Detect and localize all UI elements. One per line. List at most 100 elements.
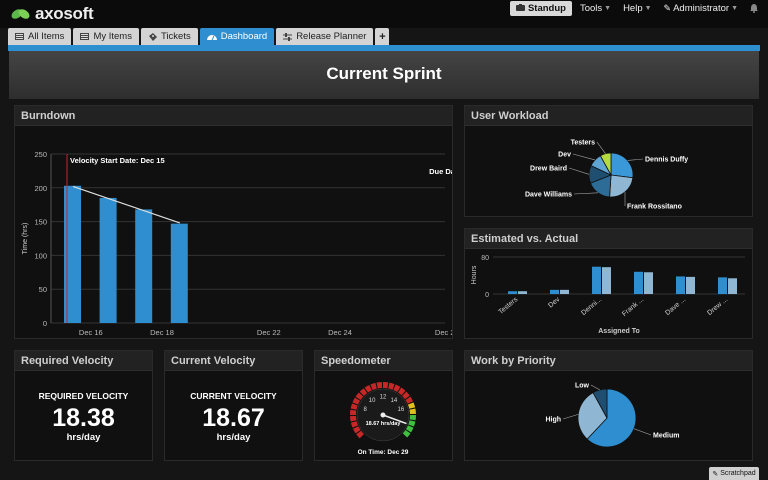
gauge-segment (359, 388, 368, 396)
chevron-down-icon: ▼ (604, 4, 612, 12)
panel-title: User Workload (465, 106, 752, 126)
user-menu[interactable]: ✎ Administrator ▼ (660, 1, 742, 16)
gauge-needle (382, 414, 407, 425)
gauge-hub (380, 412, 386, 418)
x-tick-label: Dec 22 (257, 328, 281, 337)
ticket-icon (148, 32, 157, 41)
gauge-segment (350, 421, 359, 428)
logo-text: axosoft (35, 4, 94, 23)
speedometer-panel: Speedometer 8 10 12 14 16 18.67 hrs/day On Tim… (314, 350, 453, 461)
burndown-bar (99, 197, 117, 323)
gauge-segment (352, 426, 361, 434)
series-bar (718, 277, 727, 294)
gauge-segment (388, 382, 395, 390)
list-icon (15, 33, 24, 40)
tab-dashboard[interactable]: Dashboard (199, 28, 275, 45)
add-tab-button[interactable]: + (375, 28, 390, 45)
help-menu[interactable]: Help ▼ (619, 1, 655, 16)
pie-leader-line (562, 414, 579, 420)
pie-label: Drew Baird (530, 166, 567, 173)
gauge-segment (402, 391, 410, 400)
x-tick-label: Dev (547, 296, 561, 310)
standup-button[interactable]: Standup (509, 0, 572, 16)
x-tick-label: Drew ... (706, 296, 729, 317)
trend-line (72, 185, 180, 224)
series-bar (602, 267, 611, 294)
gauge-segment (356, 430, 364, 439)
plus-icon: + (379, 30, 386, 43)
work-by-priority-panel: Work by Priority Medium High Low (464, 350, 753, 461)
pie-leader-line (568, 167, 590, 175)
series-bar (644, 272, 653, 294)
x-tick-label: Denni... (580, 296, 603, 317)
gauge-segment (407, 402, 416, 409)
standup-label: Standup (527, 2, 566, 14)
gauge-segment (376, 382, 383, 389)
pie-label: High (545, 417, 561, 424)
current-velocity-label: CURRENT VELOCITY (190, 391, 277, 401)
x-tick-label: Dec 24 (328, 328, 352, 337)
x-tick-label: Dec 18 (150, 328, 174, 337)
burndown-bar (135, 209, 153, 323)
standup-icon (515, 4, 525, 11)
tools-menu[interactable]: Tools ▼ (576, 1, 615, 16)
gauge-segment (350, 403, 358, 410)
y-tick-label: 80 (481, 255, 489, 262)
page-title: Current Sprint (326, 64, 442, 83)
scratchpad-button[interactable]: ✎ Scratchpad (709, 467, 759, 480)
series-bar (518, 291, 527, 294)
series-bar (560, 289, 569, 294)
tab-label: All Items (28, 31, 65, 42)
pie-leader-line (633, 428, 652, 436)
gauge-tick-label: 14 (391, 398, 398, 404)
required-velocity-panel: Required Velocity REQUIRED VELOCITY 18.3… (14, 350, 153, 461)
panel-title: Work by Priority (465, 351, 752, 371)
pie-leader-line (572, 153, 596, 161)
pie-label: Dave Williams (525, 192, 572, 199)
gauge-readout: 18.67 hrs/day (366, 421, 402, 427)
series-bar (634, 271, 643, 294)
gauge-segment (409, 415, 416, 421)
y-axis-label: Hours (471, 265, 478, 284)
gauge-tick-label: 16 (398, 407, 405, 413)
gauge-segment (409, 408, 416, 415)
leaf-logo-icon (11, 9, 30, 19)
work-by-priority-chart: Medium High Low (545, 383, 679, 448)
tab-tickets[interactable]: Tickets (140, 28, 198, 45)
sliders-icon (283, 32, 293, 41)
tab-label: Tickets (160, 31, 191, 42)
gauge-segment (364, 384, 372, 393)
velocity-start-label: Velocity Start Date: Dec 15 (70, 156, 165, 165)
tab-label: Dashboard (220, 31, 268, 42)
tab-underline (8, 45, 760, 51)
tab-my-items[interactable]: My Items (73, 28, 139, 45)
panel-title: Estimated vs. Actual (465, 229, 752, 249)
required-velocity-unit: hrs/day (66, 432, 101, 443)
x-tick-label: Dec 16 (79, 328, 103, 337)
axosoft-logo[interactable]: axosoft (10, 4, 94, 24)
gauge-segment (355, 392, 364, 400)
series-bar (686, 276, 695, 294)
pie-slice (577, 392, 608, 440)
gauge-segment (405, 396, 414, 404)
page-header: Current Sprint (9, 51, 759, 99)
y-tick-label: 50 (39, 285, 47, 294)
gauge-segment (350, 409, 357, 415)
tab-all-items[interactable]: All Items (8, 28, 72, 45)
pie-leader-line (596, 141, 606, 154)
due-date-label: Due Date: Dec 29 (429, 167, 452, 176)
burndown-bar (64, 185, 81, 323)
notifications-button[interactable] (746, 2, 762, 15)
tab-release-planner[interactable]: Release Planner (276, 28, 374, 45)
series-bar (592, 266, 601, 294)
pie-leader-line (627, 158, 644, 161)
y-tick-label: 150 (34, 218, 47, 227)
gauge-segment (405, 425, 414, 433)
x-tick-label: Testers (498, 296, 520, 316)
burndown-chart: 0 50 100 150 200 250 Time (hrs) Dec 16 Dec 18 Dec… (22, 150, 493, 337)
tools-label: Tools (579, 2, 603, 14)
panel-title: Burndown (15, 106, 452, 126)
burndown-bar (170, 223, 188, 323)
panel-title: Required Velocity (15, 351, 152, 371)
gauge-footer: On Time: Dec 29 (358, 449, 409, 456)
